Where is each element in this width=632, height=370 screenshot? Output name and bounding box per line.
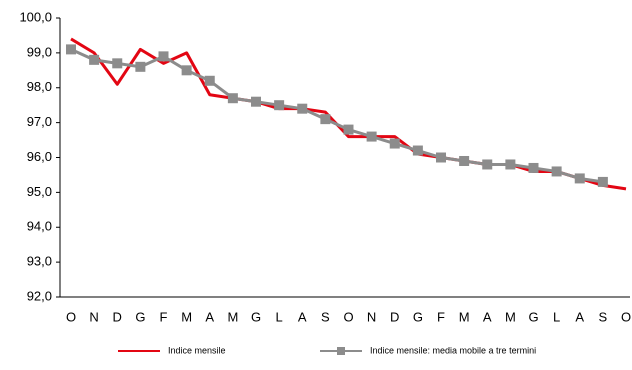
legend-label: Indice mensile [168, 345, 226, 355]
x-tick-label: G [251, 309, 261, 324]
x-tick-label: A [483, 309, 492, 324]
series-line [70, 48, 604, 184]
point-marker [366, 131, 377, 142]
point-marker [343, 124, 354, 135]
point-marker [181, 65, 192, 76]
x-tick-label: N [367, 309, 376, 324]
y-tick-label: 100,0 [19, 9, 52, 24]
point-marker [320, 114, 331, 125]
x-tick-label: N [89, 309, 98, 324]
point-marker [112, 58, 123, 69]
x-tick-label: F [160, 309, 168, 324]
y-tick-label: 99,0 [27, 44, 52, 59]
point-marker [551, 166, 562, 177]
x-tick-label: A [205, 309, 214, 324]
x-tick-label: M [227, 309, 238, 324]
y-tick-label: 96,0 [27, 149, 52, 164]
x-tick-label: D [390, 309, 399, 324]
point-marker [135, 61, 146, 72]
x-tick-label: G [135, 309, 145, 324]
x-tick-label: O [66, 309, 76, 324]
x-tick-label: M [505, 309, 516, 324]
point-marker [436, 152, 446, 163]
point-marker [158, 51, 169, 62]
point-marker [274, 100, 285, 111]
legend-marker [337, 347, 345, 355]
x-tick-label: L [276, 309, 283, 324]
legend-label: Indice mensile: media mobile a tre termi… [370, 345, 536, 355]
x-tick-label: G [413, 309, 423, 324]
x-tick-label: F [437, 309, 445, 324]
point-marker [597, 176, 608, 187]
x-tick-label: O [343, 309, 353, 324]
x-tick-label: O [621, 309, 631, 324]
point-marker [66, 44, 76, 55]
y-tick-label: 97,0 [27, 114, 52, 129]
x-tick-label: D [113, 309, 122, 324]
point-marker [89, 54, 100, 65]
y-tick-label: 93,0 [27, 254, 52, 269]
x-tick-label: M [181, 309, 192, 324]
point-marker [482, 159, 493, 170]
point-marker [227, 93, 238, 104]
y-tick-label: 94,0 [27, 219, 52, 234]
y-tick-label: 98,0 [27, 79, 52, 94]
x-tick-label: A [575, 309, 584, 324]
x-tick-label: G [528, 309, 538, 324]
point-marker [251, 96, 261, 107]
point-marker [412, 145, 423, 156]
point-marker [505, 159, 516, 170]
point-marker [297, 103, 308, 114]
point-marker [204, 75, 215, 86]
point-marker [574, 173, 585, 184]
x-tick-label: S [599, 309, 608, 324]
x-tick-label: L [553, 309, 560, 324]
point-marker [528, 162, 539, 173]
x-tick-label: S [321, 309, 330, 324]
y-tick-label: 92,0 [27, 288, 52, 303]
x-tick-label: A [298, 309, 307, 324]
point-marker [389, 138, 400, 149]
x-tick-label: M [459, 309, 470, 324]
y-tick-label: 95,0 [27, 184, 52, 199]
point-marker [459, 155, 470, 166]
